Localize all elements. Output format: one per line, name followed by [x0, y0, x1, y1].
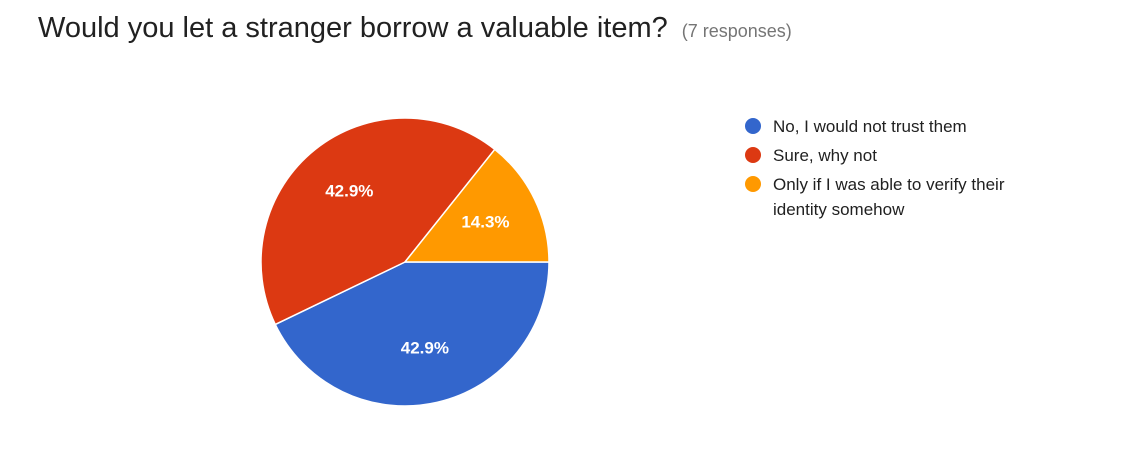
chart-title: Would you let a stranger borrow a valuab…	[38, 12, 668, 44]
pie-slice-label-1: 42.9%	[401, 339, 449, 358]
response-count: (7 responses)	[681, 21, 792, 41]
legend-label: Only if I was able to verify their ident…	[773, 175, 1005, 219]
legend-swatch-icon	[745, 118, 761, 134]
legend-label: No, I would not trust them	[773, 117, 967, 136]
legend-item-3[interactable]: Only if I was able to verify their ident…	[745, 174, 1045, 222]
pie-labels: 42.9% 42.9% 14.3%	[325, 182, 509, 358]
legend-swatch-icon	[745, 176, 761, 192]
chart-legend: No, I would not trust them Sure, why not O…	[745, 116, 1045, 228]
legend-label: Sure, why not	[773, 146, 877, 165]
legend-swatch-icon	[745, 147, 761, 163]
pie-slice-3[interactable]	[403, 148, 550, 263]
pie-slice-label-2: 42.9%	[325, 182, 373, 201]
pie-slice-1[interactable]	[274, 261, 550, 407]
chart-header: Would you let a stranger borrow a valuab…	[38, 12, 792, 45]
legend-item-2[interactable]: Sure, why not	[745, 145, 1045, 168]
pie-slice-label-3: 14.3%	[461, 213, 509, 232]
legend-item-1[interactable]: No, I would not trust them	[745, 116, 1045, 139]
pie-slices	[260, 117, 550, 407]
pie-slice-2[interactable]	[260, 117, 496, 326]
